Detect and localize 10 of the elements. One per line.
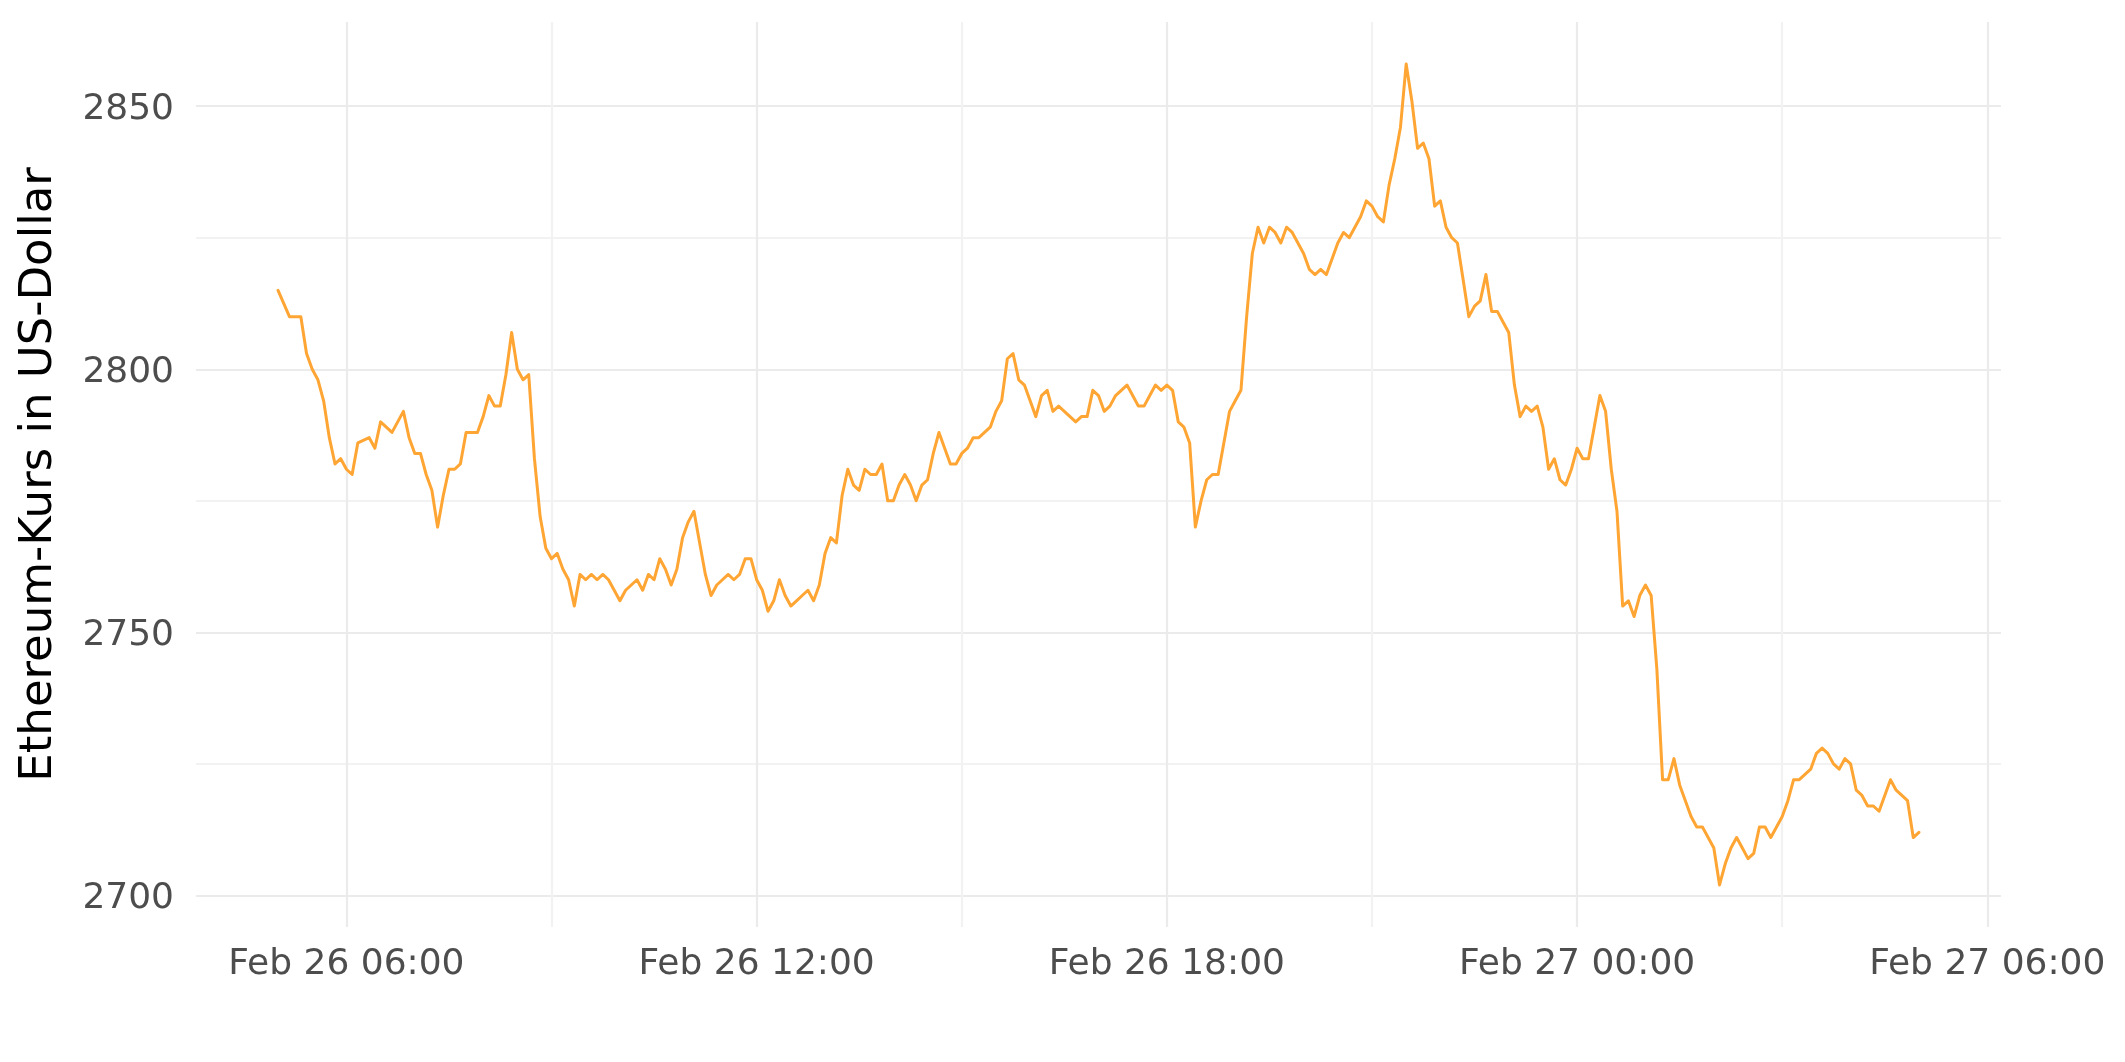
- y-tick-label: 2850: [82, 85, 174, 127]
- x-tick-label: Feb 26 18:00: [1048, 940, 1285, 982]
- x-tick-label: Feb 27 00:00: [1459, 940, 1696, 982]
- y-tick-label: 2800: [82, 348, 174, 390]
- x-tick-label: Feb 26 06:00: [228, 940, 465, 982]
- y-tick-label: 2750: [82, 611, 174, 653]
- y-tick-label: 2700: [82, 874, 174, 916]
- x-tick-label: Feb 26 12:00: [638, 940, 875, 982]
- x-tick-label: Feb 27 06:00: [1869, 940, 2106, 982]
- y-axis-title: Ethereum-Kurs in US-Dollar: [9, 166, 62, 782]
